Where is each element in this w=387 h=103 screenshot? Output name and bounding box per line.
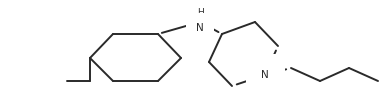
Text: N: N [261, 70, 269, 80]
Text: N: N [196, 23, 204, 33]
Text: H: H [197, 8, 204, 17]
